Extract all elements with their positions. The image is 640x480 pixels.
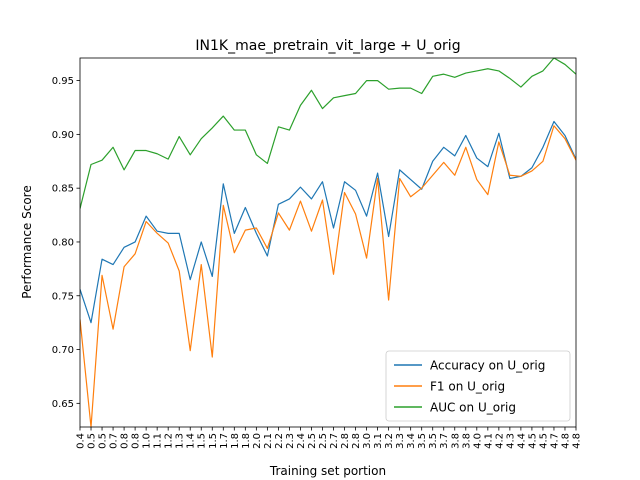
x-tick-label: 1.5 [197,433,208,449]
x-tick-label: 2.0 [252,433,263,449]
x-tick-label: 4.1 [483,433,494,449]
x-tick-label: 2.4 [296,433,307,449]
legend-box [385,350,571,422]
x-tick-label: 4.8 [560,433,571,449]
x-tick-label: 3.3 [395,433,406,449]
x-tick-label: 1.1 [153,433,164,449]
x-tick-label: 2.2 [274,433,285,449]
x-tick-label: 4.5 [527,433,538,449]
legend-label-1: F1 on U_orig [430,380,505,394]
y-tick-label: 0.80 [52,237,74,248]
x-tick-label: 4.4 [516,433,527,449]
x-tick-label: 1.4 [186,433,197,449]
legend: Accuracy on U_orig F1 on U_orig AUC on U_o… [385,350,571,422]
y-axis-label: Performance Score [20,185,34,298]
x-tick-label: 2.8 [351,433,362,449]
x-tick-label: 4.7 [549,433,560,449]
x-tick-label: 1.7 [219,433,230,449]
x-tick-label: 4.0 [472,433,483,449]
y-tick-label: 0.95 [52,76,74,87]
x-tick-label: 2.3 [285,433,296,449]
x-tick-label: 1.2 [164,433,175,449]
series-line-1 [80,125,576,427]
x-tick-label: 1.3 [175,433,186,449]
y-axis: 0.65 0.70 0.75 0.80 0.85 0.90 0.95 [52,76,80,410]
y-tick-label: 0.75 [52,291,74,302]
x-tick-label: 3.4 [406,433,417,449]
chart-title: IN1K_mae_pretrain_vit_large + U_orig [195,38,460,54]
x-tick-label: 4.3 [505,433,516,449]
x-tick-label: 1.5 [208,433,219,449]
y-tick-label: 0.65 [52,399,74,410]
series-line-2 [80,58,576,209]
x-tick-label: 3.5 [428,433,439,449]
x-axis: 0.4 0.5 0.5 0.7 0.8 0.8 1.0 1.1 1.2 1.3 1.4 1.5 1.5 1… [76,427,583,449]
x-tick-label: 0.8 [131,433,142,449]
x-tick-label: 3.0 [362,433,373,449]
x-tick-label: 3.1 [373,433,384,449]
x-tick-label: 2.8 [340,433,351,449]
x-tick-label: 4.8 [572,433,583,449]
x-tick-label: 0.7 [109,433,120,449]
x-tick-label: 0.8 [120,433,131,449]
x-tick-label: 3.2 [384,433,395,449]
x-tick-label: 2.5 [307,433,318,449]
x-tick-label: 0.5 [87,433,98,449]
y-tick-label: 0.85 [52,184,74,195]
y-tick-label: 0.90 [52,130,74,141]
x-tick-label: 3.8 [450,433,461,449]
legend-label-2: AUC on U_orig [430,401,516,415]
x-tick-label: 0.4 [76,433,87,449]
y-tick-label: 0.70 [52,345,74,356]
x-tick-label: 2.7 [329,433,340,449]
x-tick-label: 3.5 [417,433,428,449]
x-tick-label: 3.8 [461,433,472,449]
x-tick-label: 4.2 [494,433,505,449]
x-tick-label: 2.1 [263,433,274,449]
axes-frame [79,57,577,428]
x-tick-label: 1.8 [241,433,252,449]
x-tick-label: 3.7 [439,433,450,449]
x-axis-label: Training set portion [269,464,386,478]
x-tick-label: 2.5 [318,433,329,449]
legend-label-0: Accuracy on U_orig [430,359,545,373]
x-tick-label: 1.8 [230,433,241,449]
x-tick-label: 0.5 [98,433,109,449]
x-tick-label: 4.5 [538,433,549,449]
x-tick-label: 1.0 [142,433,153,449]
series-line-0 [80,120,576,324]
plot-area [80,58,576,427]
